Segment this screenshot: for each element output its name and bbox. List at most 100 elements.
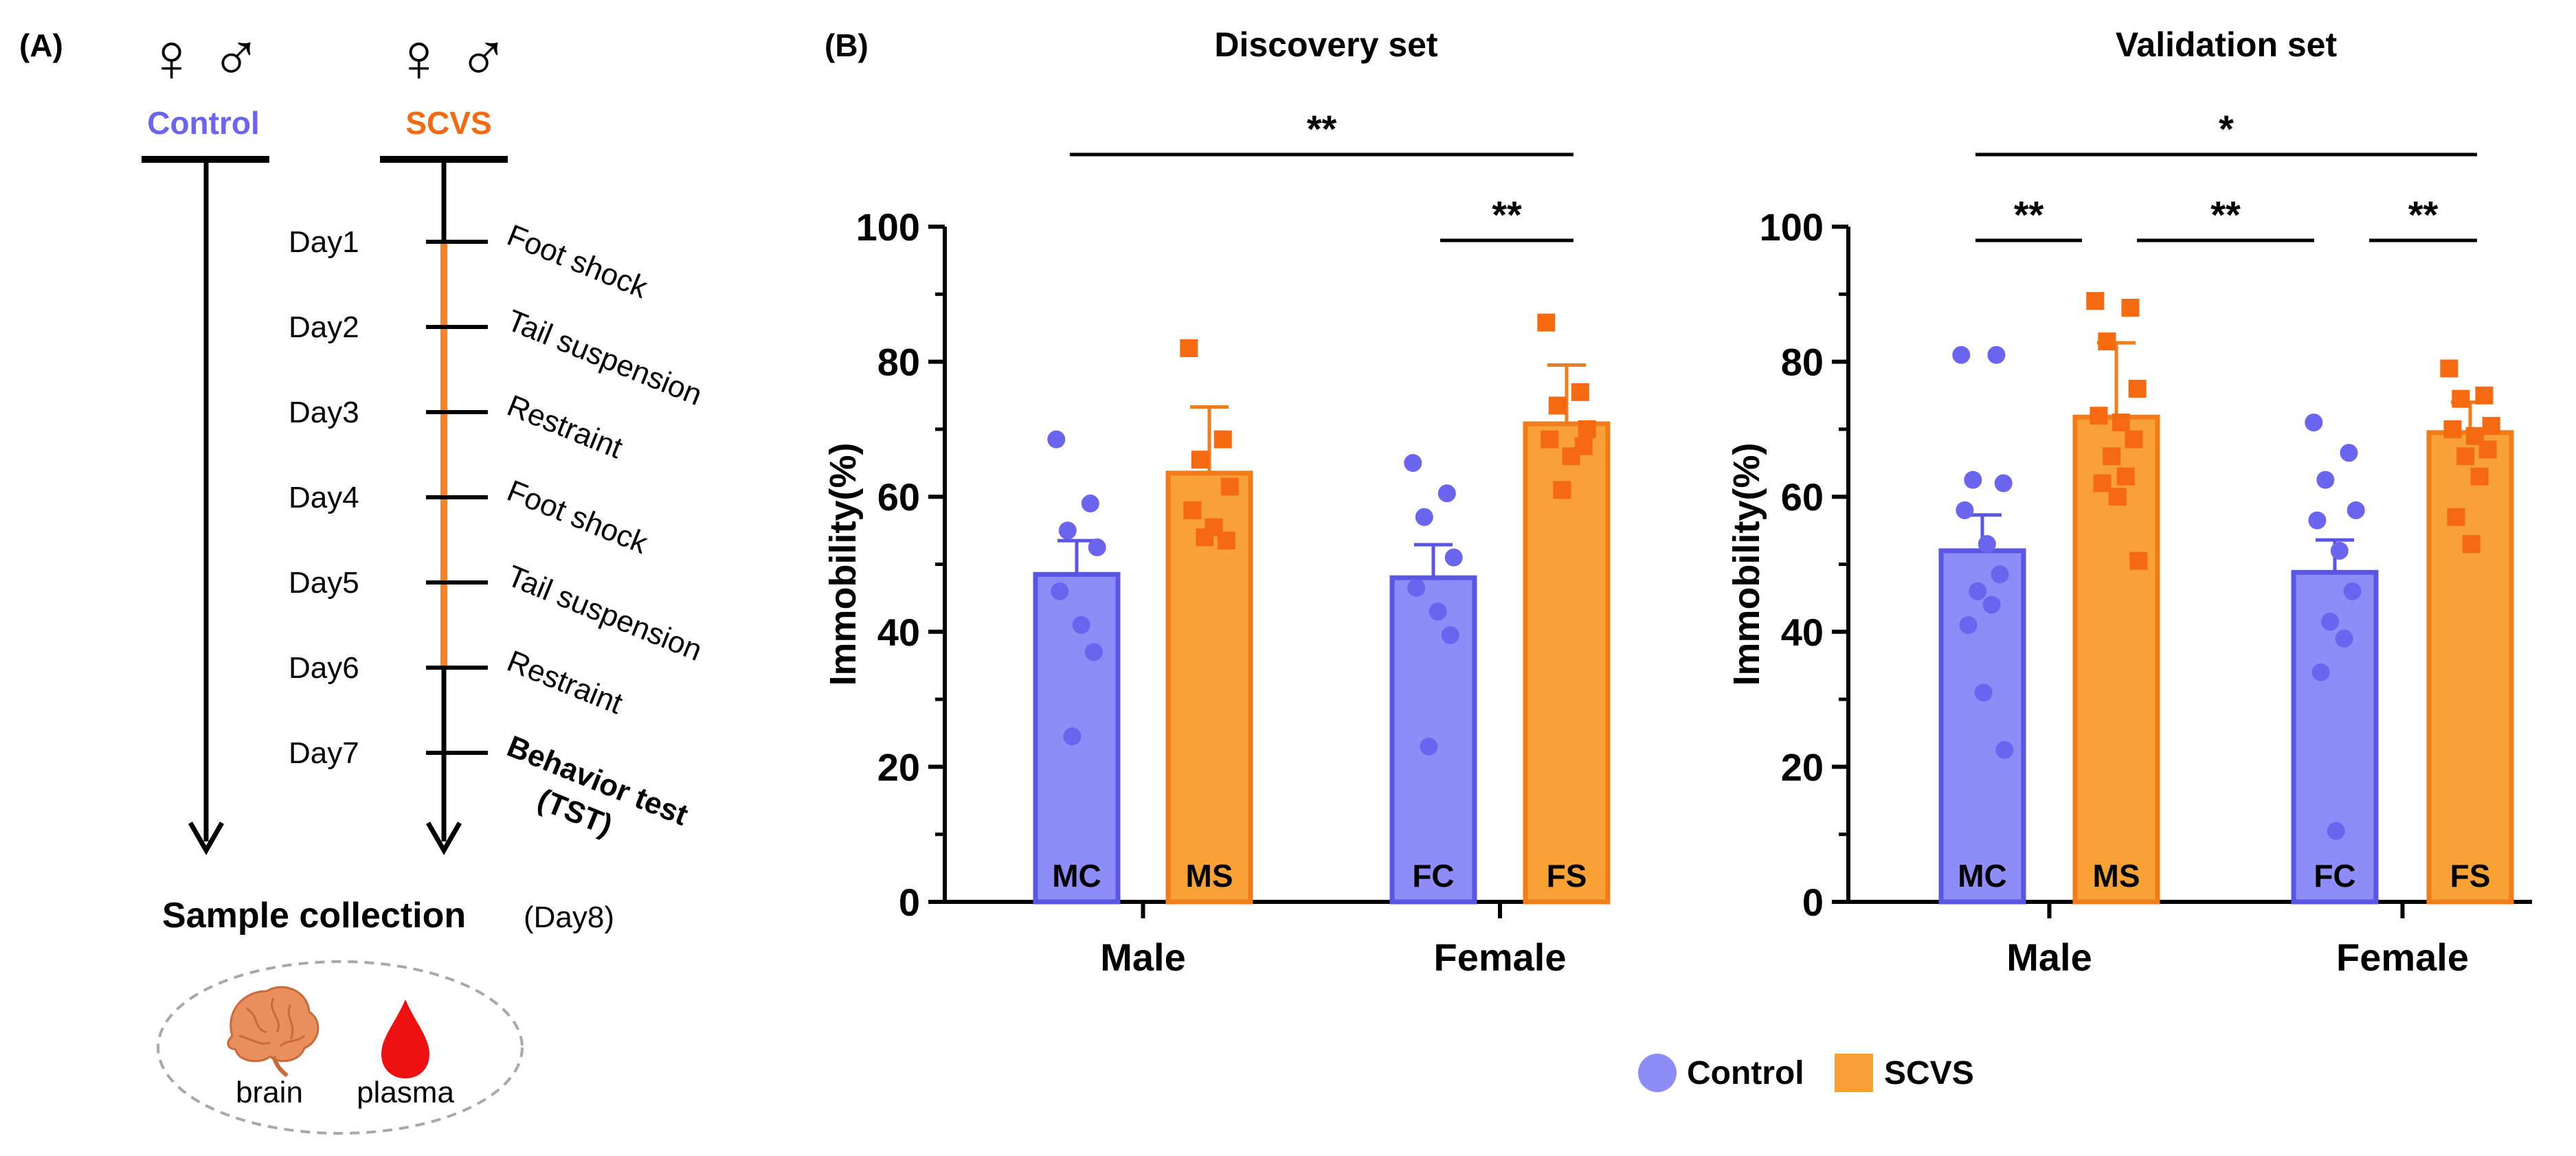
data-point bbox=[2335, 629, 2353, 648]
y-axis-label: Immobility(%) bbox=[1726, 442, 1767, 685]
bar-label: MC bbox=[1958, 858, 2007, 894]
data-point bbox=[1578, 420, 1596, 438]
data-point bbox=[1991, 565, 2009, 584]
significance-label: ** bbox=[1307, 107, 1337, 150]
panel-b-label: (B) bbox=[825, 27, 869, 63]
female-symbol-icon: ♀ bbox=[146, 19, 197, 96]
significance-label: ** bbox=[2014, 193, 2044, 236]
sample-ellipse bbox=[157, 960, 524, 1135]
bar bbox=[2426, 430, 2514, 905]
data-point bbox=[1995, 740, 2014, 759]
data-point bbox=[2308, 511, 2327, 530]
data-point bbox=[2470, 467, 2489, 486]
legend-control-marker bbox=[1638, 1054, 1677, 1092]
significance-label: * bbox=[2219, 107, 2234, 150]
data-point bbox=[2462, 535, 2480, 554]
data-point bbox=[2478, 440, 2497, 459]
bar bbox=[1938, 548, 2026, 905]
data-point bbox=[2090, 407, 2108, 425]
female-symbol-icon: ♀ bbox=[393, 19, 445, 96]
data-point bbox=[1571, 383, 1589, 401]
x-group-label: Female bbox=[1434, 936, 1567, 979]
data-point bbox=[2125, 430, 2143, 449]
data-point bbox=[2112, 413, 2130, 432]
male-symbol-icon: ♂ bbox=[210, 19, 262, 96]
data-point bbox=[2093, 474, 2112, 492]
data-point bbox=[1437, 484, 1456, 503]
bar-label: MS bbox=[2093, 858, 2140, 894]
data-point bbox=[1959, 615, 1978, 634]
data-point bbox=[1404, 454, 1422, 473]
validation-chart: Validation set Immobility(%) 0 20 40 60 80 100 M… bbox=[1726, 25, 2532, 979]
y-axis-label: Immobility(%) bbox=[822, 442, 864, 685]
y-tick-label: 60 bbox=[877, 475, 920, 519]
y-tick-label: 40 bbox=[877, 611, 920, 654]
data-point bbox=[1956, 501, 1974, 519]
data-point bbox=[1952, 345, 1971, 364]
data-point bbox=[1420, 737, 1438, 756]
data-point bbox=[1047, 430, 1066, 449]
legend-scvs-label: SCVS bbox=[1884, 1055, 1974, 1091]
data-point bbox=[1429, 602, 1447, 621]
data-point bbox=[2098, 332, 2116, 351]
data-point bbox=[2321, 613, 2340, 631]
sample-collection-day: (Day8) bbox=[524, 900, 614, 934]
control-arrow-head-icon bbox=[188, 821, 225, 856]
discovery-chart: Discovery set Immobility(%) 0 20 40 60 80 100 Ma… bbox=[822, 25, 1611, 979]
day-event-label: Restraint bbox=[502, 644, 627, 721]
data-point bbox=[2121, 298, 2140, 317]
control-group-label: Control bbox=[147, 105, 260, 141]
bar-label: FS bbox=[2450, 858, 2491, 894]
bar-label: MS bbox=[1186, 858, 1233, 894]
data-point bbox=[2447, 508, 2465, 526]
bar bbox=[1523, 421, 1611, 905]
data-point bbox=[1051, 582, 1069, 600]
day-label: Day3 bbox=[289, 396, 359, 429]
data-point bbox=[1217, 532, 1235, 550]
bar-label: FC bbox=[1412, 858, 1454, 894]
data-point bbox=[1081, 495, 1099, 513]
sample-collection-label: Sample collection bbox=[162, 896, 466, 936]
y-tick-label: 60 bbox=[1781, 475, 1824, 519]
day-label: Day5 bbox=[289, 566, 359, 600]
chart-title: Validation set bbox=[2116, 25, 2338, 64]
data-point bbox=[2103, 447, 2121, 466]
day-event-label: Foot shock bbox=[502, 474, 653, 560]
data-point bbox=[1072, 615, 1090, 634]
x-group-label: Male bbox=[2006, 936, 2092, 979]
bar-label: FS bbox=[1547, 858, 1587, 894]
data-point bbox=[2108, 488, 2127, 506]
data-point bbox=[1978, 535, 1996, 554]
significance-label: ** bbox=[2210, 193, 2241, 236]
data-point bbox=[2456, 447, 2475, 466]
day-label: Day1 bbox=[289, 225, 359, 259]
y-tick-label: 20 bbox=[877, 745, 920, 789]
data-point bbox=[1548, 396, 1567, 415]
data-point bbox=[1537, 313, 1556, 332]
data-point bbox=[1969, 582, 1987, 600]
y-tick-label: 20 bbox=[1781, 745, 1824, 789]
significance-label: ** bbox=[1492, 193, 1522, 236]
data-point bbox=[1415, 508, 1433, 526]
data-point bbox=[1982, 596, 2001, 614]
data-point bbox=[2340, 444, 2358, 462]
day-event-label: Foot shock bbox=[502, 218, 653, 305]
brain-icon bbox=[227, 986, 320, 1078]
day-label: Day4 bbox=[289, 481, 359, 514]
day-label: Day6 bbox=[289, 651, 359, 685]
data-point bbox=[1987, 345, 2006, 364]
data-point bbox=[1541, 430, 1559, 449]
y-tick-label: 0 bbox=[899, 881, 920, 924]
bar bbox=[2072, 414, 2160, 905]
x-group-label: Male bbox=[1100, 936, 1186, 979]
legend-scvs-marker bbox=[1835, 1054, 1873, 1092]
panel-a: (A) ♀ ♂ ♀ ♂ Control SCVS Day1 Foot shock D… bbox=[19, 19, 707, 1135]
data-point bbox=[2116, 467, 2135, 486]
data-point bbox=[1213, 430, 1232, 449]
data-point bbox=[1084, 643, 1103, 661]
scvs-group-label: SCVS bbox=[405, 105, 491, 141]
bar-label: MC bbox=[1052, 858, 1101, 894]
data-point bbox=[1574, 437, 1593, 455]
